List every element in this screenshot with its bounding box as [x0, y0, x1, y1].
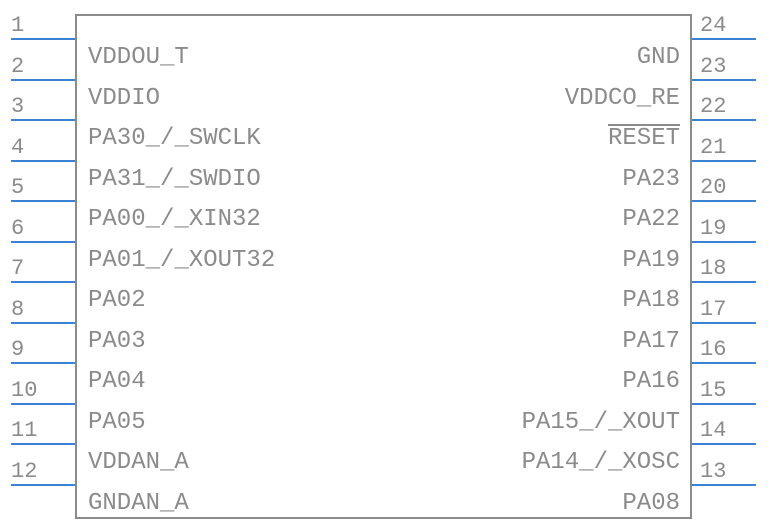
right-pin-number: 18	[700, 256, 726, 281]
right-pin-stub	[692, 322, 756, 324]
left-pin-number: 5	[11, 175, 24, 200]
right-pin-number: 13	[700, 459, 726, 484]
right-pin-stub	[692, 200, 756, 202]
right-pin-number: 19	[700, 216, 726, 241]
left-pin-stub	[11, 281, 75, 283]
right-pin-number: 16	[700, 337, 726, 362]
right-pin-stub	[692, 443, 756, 445]
right-pin-number: 23	[700, 54, 726, 79]
left-pin-stub	[11, 38, 75, 40]
right-pin-stub	[692, 362, 756, 364]
right-pin-label: VDDCO_RE	[565, 85, 680, 112]
left-pin-number: 10	[11, 378, 37, 403]
right-pin-label: PA18	[622, 287, 680, 314]
left-pin-stub	[11, 160, 75, 162]
right-pin-label: PA22	[622, 206, 680, 233]
left-pin-label: VDDIO	[88, 85, 160, 112]
left-pin-stub	[11, 119, 75, 121]
left-pin-number: 4	[11, 135, 24, 160]
right-pin-label: GND	[637, 44, 680, 71]
left-pin-number: 2	[11, 54, 24, 79]
left-pin-label: VDDAN_A	[88, 449, 189, 476]
right-pin-label: RESET	[608, 125, 680, 152]
left-pin-stub	[11, 484, 75, 486]
left-pin-stub	[11, 79, 75, 81]
left-pin-number: 3	[11, 94, 24, 119]
left-pin-stub	[11, 200, 75, 202]
left-pin-number: 8	[11, 297, 24, 322]
left-pin-number: 1	[11, 13, 24, 38]
right-pin-stub	[692, 79, 756, 81]
right-pin-stub	[692, 484, 756, 486]
right-pin-stub	[692, 119, 756, 121]
right-pin-number: 17	[700, 297, 726, 322]
right-pin-number: 14	[700, 418, 726, 443]
left-pin-label: VDDOU_T	[88, 44, 189, 71]
left-pin-number: 12	[11, 459, 37, 484]
left-pin-stub	[11, 443, 75, 445]
left-pin-stub	[11, 241, 75, 243]
left-pin-number: 9	[11, 337, 24, 362]
left-pin-label: PA00_/_XIN32	[88, 206, 261, 233]
left-pin-label: GNDAN_A	[88, 490, 189, 517]
left-pin-stub	[11, 403, 75, 405]
left-pin-label: PA05	[88, 409, 146, 436]
right-pin-stub	[692, 403, 756, 405]
right-pin-stub	[692, 281, 756, 283]
right-pin-number: 24	[700, 13, 726, 38]
right-pin-label: PA08	[622, 490, 680, 517]
right-pin-label: PA19	[622, 247, 680, 274]
left-pin-label: PA01_/_XOUT32	[88, 247, 275, 274]
right-pin-number: 21	[700, 135, 726, 160]
right-pin-number: 15	[700, 378, 726, 403]
left-pin-number: 7	[11, 256, 24, 281]
right-pin-label: PA14_/_XOSC	[522, 449, 680, 476]
overline	[608, 124, 680, 126]
right-pin-stub	[692, 241, 756, 243]
left-pin-number: 11	[11, 418, 37, 443]
left-pin-label: PA31_/_SWDIO	[88, 166, 261, 193]
right-pin-label: PA17	[622, 328, 680, 355]
right-pin-stub	[692, 160, 756, 162]
right-pin-label: PA16	[622, 368, 680, 395]
left-pin-label: PA02	[88, 287, 146, 314]
left-pin-label: PA03	[88, 328, 146, 355]
right-pin-label: PA23	[622, 166, 680, 193]
left-pin-label: PA04	[88, 368, 146, 395]
right-pin-label: PA15_/_XOUT	[522, 409, 680, 436]
left-pin-stub	[11, 322, 75, 324]
right-pin-number: 22	[700, 94, 726, 119]
left-pin-label: PA30_/_SWCLK	[88, 125, 261, 152]
right-pin-number: 20	[700, 175, 726, 200]
left-pin-number: 6	[11, 216, 24, 241]
right-pin-stub	[692, 38, 756, 40]
left-pin-stub	[11, 362, 75, 364]
